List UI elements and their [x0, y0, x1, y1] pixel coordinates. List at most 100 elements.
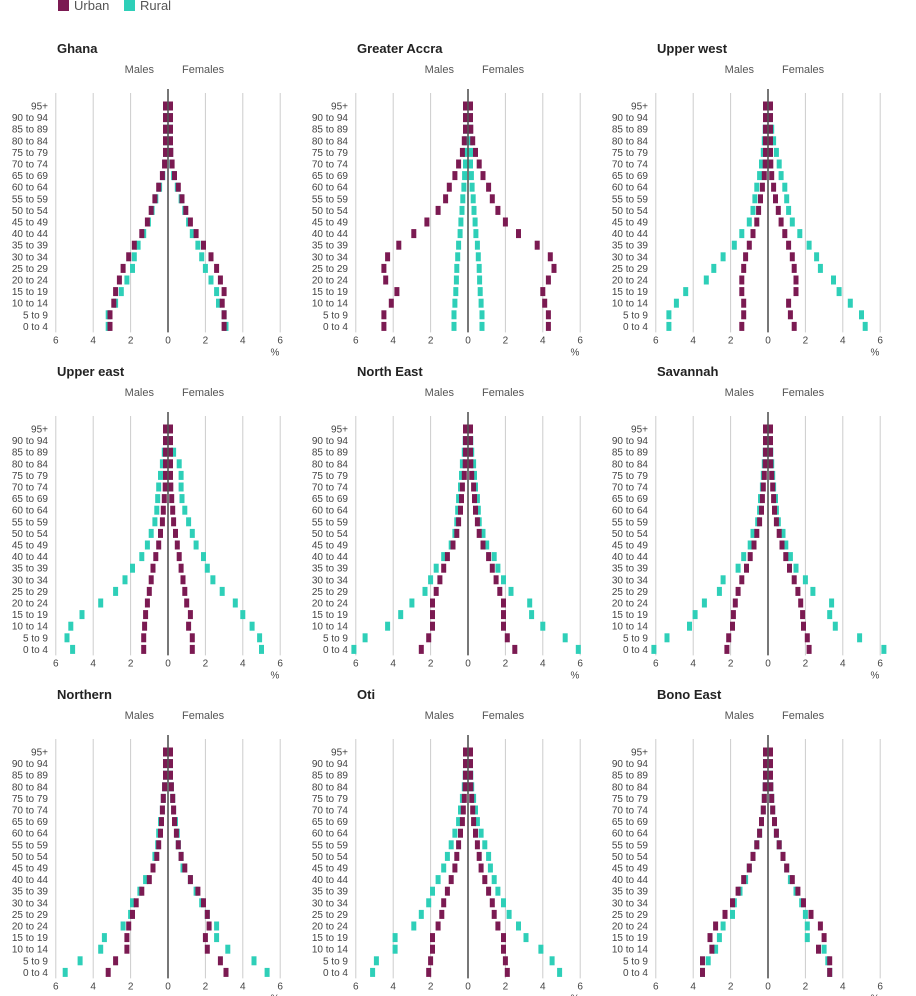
panel-title: North East	[357, 364, 423, 379]
age-group-label: 0 to 4	[23, 968, 48, 979]
rural-male-bar	[120, 921, 126, 931]
x-tick-label: 4	[390, 335, 396, 346]
rural-female-bar	[476, 263, 482, 273]
urban-male-bar	[739, 287, 745, 297]
urban-female-bar	[468, 759, 473, 769]
x-tick-label: 4	[840, 981, 846, 992]
rural-male-bar	[448, 840, 454, 850]
rural-female-bar	[782, 182, 788, 192]
rural-male-bar	[463, 147, 468, 157]
age-group-label: 30 to 34	[612, 252, 649, 263]
age-group-label: 0 to 4	[323, 968, 348, 979]
urban-male-bar	[460, 805, 466, 815]
urban-male-bar	[430, 598, 435, 608]
age-group-label: 45 to 49	[612, 541, 649, 552]
urban-male-bar	[448, 875, 454, 885]
x-tick-label: 4	[540, 981, 546, 992]
urban-female-bar	[221, 287, 227, 297]
rural-male-bar	[398, 610, 404, 620]
urban-female-bar	[782, 229, 788, 239]
urban-female-bar	[491, 909, 497, 919]
urban-male-bar	[141, 633, 147, 643]
age-group-label: 55 to 59	[312, 194, 349, 205]
age-group-label: 55 to 59	[312, 517, 349, 528]
urban-female-bar	[789, 252, 795, 262]
rural-male-bar	[459, 470, 464, 480]
urban-male-bar	[163, 470, 168, 480]
age-group-label: 25 to 29	[312, 264, 349, 275]
urban-female-bar	[540, 287, 546, 297]
urban-male-bar	[763, 447, 768, 457]
urban-male-bar	[163, 770, 168, 780]
x-tick-label: 6	[277, 335, 283, 346]
urban-female-bar	[201, 898, 206, 908]
age-group-label: 40 to 44	[12, 875, 49, 886]
age-group-label: 80 to 84	[312, 136, 349, 147]
urban-female-bar	[474, 517, 480, 527]
urban-female-bar	[786, 298, 792, 308]
rural-female-bar	[472, 470, 477, 480]
urban-female-bar	[204, 909, 210, 919]
urban-female-bar	[773, 194, 778, 204]
urban-female-bar	[801, 898, 806, 908]
urban-male-bar	[754, 528, 760, 538]
urban-male-bar	[163, 747, 168, 757]
rural-female-bar	[529, 610, 535, 620]
urban-female-bar	[516, 229, 521, 239]
urban-female-bar	[768, 159, 774, 169]
rural-male-bar	[455, 252, 461, 262]
age-group-label: 55 to 59	[612, 194, 649, 205]
urban-female-bar	[501, 621, 506, 631]
urban-female-bar	[486, 182, 492, 192]
rural-female-bar	[836, 287, 842, 297]
age-group-label: 80 to 84	[612, 459, 649, 470]
urban-female-bar	[789, 875, 795, 885]
rural-female-bar	[859, 310, 864, 320]
rural-male-bar	[144, 540, 150, 550]
rural-male-bar	[459, 205, 465, 215]
urban-female-bar	[486, 552, 492, 562]
urban-female-bar	[471, 817, 477, 827]
rural-female-bar	[469, 182, 475, 192]
urban-male-bar	[459, 494, 464, 504]
age-group-label: 0 to 4	[623, 645, 648, 656]
urban-male-bar	[428, 956, 434, 966]
rural-male-bar	[68, 621, 74, 631]
age-group-label: 20 to 24	[312, 276, 349, 287]
urban-male-bar	[433, 586, 439, 596]
urban-male-bar	[700, 956, 705, 966]
age-group-label: 75 to 79	[312, 794, 349, 805]
urban-female-bar	[468, 747, 473, 757]
age-group-label: 90 to 94	[612, 436, 649, 447]
urban-male-bar	[143, 610, 149, 620]
urban-male-bar	[139, 229, 145, 239]
urban-female-bar	[547, 252, 553, 262]
age-group-label: 55 to 59	[612, 517, 649, 528]
age-group-label: 85 to 89	[12, 771, 49, 782]
rural-male-bar	[730, 909, 735, 919]
urban-male-bar	[430, 944, 435, 954]
urban-male-bar	[394, 287, 400, 297]
urban-male-bar	[463, 770, 468, 780]
urban-male-bar	[107, 321, 113, 331]
x-tick-label: 0	[165, 981, 171, 992]
age-group-label: 65 to 69	[612, 171, 649, 182]
urban-female-bar	[468, 447, 473, 457]
rural-male-bar	[759, 159, 764, 169]
urban-female-bar	[768, 101, 773, 111]
females-label: Females	[782, 710, 825, 722]
age-group-label: 10 to 14	[12, 945, 49, 956]
rural-male-bar	[687, 621, 692, 631]
urban-female-bar	[217, 956, 223, 966]
rural-male-bar	[716, 933, 722, 943]
rural-female-bar	[847, 298, 853, 308]
males-label: Males	[425, 64, 455, 76]
panel-title: Bono East	[657, 687, 722, 702]
age-group-label: 65 to 69	[12, 817, 49, 828]
urban-female-bar	[784, 863, 790, 873]
urban-female-bar	[173, 528, 178, 538]
urban-female-bar	[773, 828, 779, 838]
